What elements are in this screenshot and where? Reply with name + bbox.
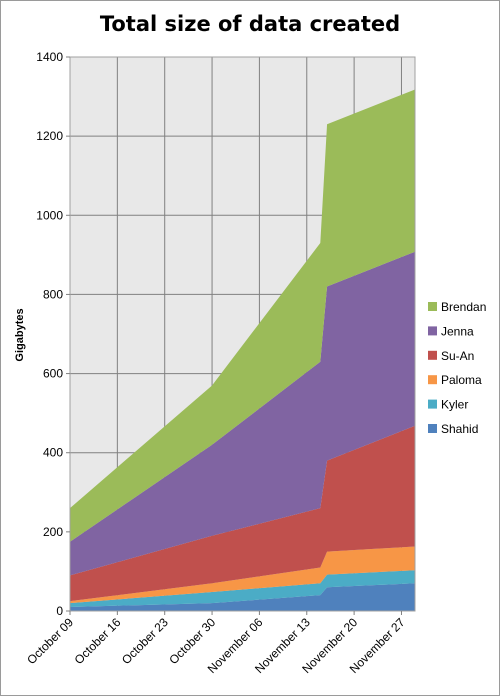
plot-border xyxy=(69,56,416,612)
y-tick-label: 200 xyxy=(43,525,63,539)
y-axis-label: Gigabytes xyxy=(14,308,26,361)
legend-swatch xyxy=(428,302,437,311)
y-tick-label: 1200 xyxy=(36,129,63,143)
series-area-kyler xyxy=(70,570,415,608)
x-tick-label: October 23 xyxy=(119,615,171,667)
legend-swatch xyxy=(428,424,437,433)
legend-swatch xyxy=(428,399,437,409)
y-tick-label: 0 xyxy=(56,604,63,618)
legend-label: Kyler xyxy=(441,398,468,412)
series-area-shahid xyxy=(70,583,415,611)
legend-swatch xyxy=(428,375,437,385)
x-tick-label: October 09 xyxy=(24,615,76,667)
legend-swatch xyxy=(428,350,437,360)
legend-label: Brendan xyxy=(441,300,486,314)
legend-item-paloma: Paloma xyxy=(428,373,482,387)
x-tick-label: October 16 xyxy=(72,615,124,667)
legend-item-su-an: Su-An xyxy=(428,349,474,363)
series-area-jenna xyxy=(70,251,415,576)
y-tick-label: 800 xyxy=(43,287,63,301)
legend-item-jenna: Jenna xyxy=(428,324,474,338)
chart-title: Total size of data created xyxy=(99,12,401,36)
legend-label: Su-An xyxy=(441,349,474,363)
series-area-paloma xyxy=(70,546,415,604)
legend-item-shahid: Shahid xyxy=(428,422,478,436)
legend-swatch xyxy=(428,326,437,336)
y-tick-label: 400 xyxy=(43,446,63,460)
series-area-brendan xyxy=(70,89,415,542)
legend-item-brendan: Brendan xyxy=(428,300,486,314)
legend-label: Paloma xyxy=(441,373,482,387)
legend-label: Shahid xyxy=(441,422,478,436)
legend-label: Jenna xyxy=(441,324,474,338)
y-tick-label: 600 xyxy=(43,367,63,381)
y-tick-label: 1400 xyxy=(36,50,63,64)
y-tick-label: 1000 xyxy=(36,208,63,222)
legend-item-kyler: Kyler xyxy=(428,398,468,412)
series-area-su-an xyxy=(70,425,415,602)
